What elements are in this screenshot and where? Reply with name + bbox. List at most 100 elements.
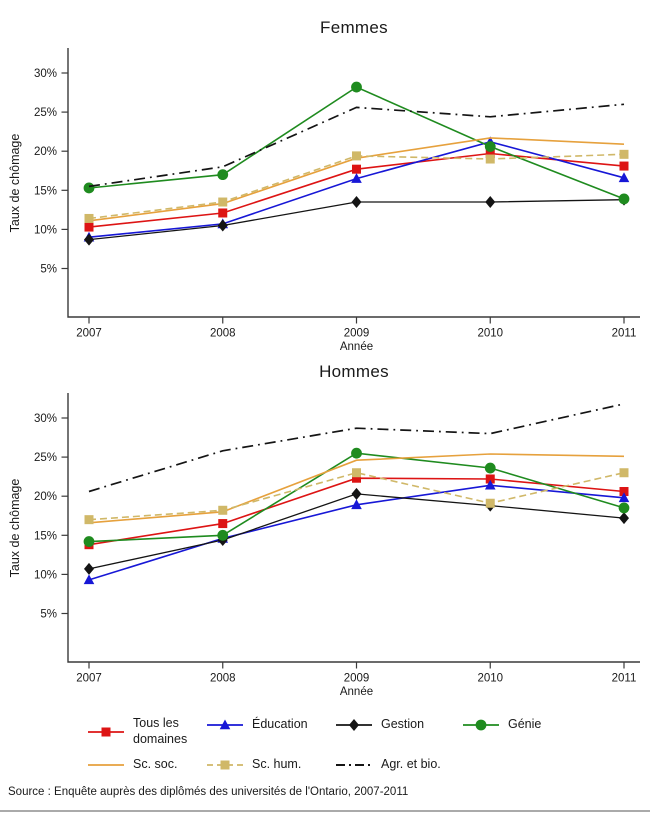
marker-genie <box>351 81 362 93</box>
marker-tous-les-domaines <box>218 208 228 218</box>
marker-sc-hum <box>84 213 94 223</box>
y-axis-title: Taux de chômage <box>8 134 22 233</box>
x-tick-label: 2008 <box>210 328 236 340</box>
marker-education <box>351 173 362 183</box>
y-tick-label: 25% <box>34 107 57 119</box>
series-sc-soc <box>88 453 625 524</box>
legend-label: Sc. soc. <box>133 757 178 772</box>
x-tick-label: 2009 <box>344 673 370 685</box>
marker-tous-les-domaines <box>218 519 228 529</box>
series-sc-hum <box>84 468 629 525</box>
y-tick-label: 20% <box>34 491 57 503</box>
x-tick-label: 2007 <box>76 673 102 685</box>
marker-tous-les-domaines <box>352 473 361 483</box>
legend-label: Génie <box>508 717 542 732</box>
marker-genie <box>351 447 362 459</box>
y-tick-label: 10% <box>34 224 57 236</box>
y-tick-label: 30% <box>34 413 57 425</box>
marker-tous-les-domaines <box>485 149 495 159</box>
series-genie <box>83 81 630 205</box>
legend-label: Sc. hum. <box>252 757 302 772</box>
legend-item-sc-hum: Sc. hum. <box>207 756 301 774</box>
x-tick-label: 2009 <box>344 328 370 340</box>
marker-tous-les-domaines <box>84 222 94 232</box>
marker-sc-hum <box>352 468 361 478</box>
marker-genie <box>618 193 630 205</box>
marker-gestion <box>351 487 362 500</box>
marker-genie <box>618 502 630 514</box>
legend-marker-sample <box>101 727 111 737</box>
axes <box>67 48 640 318</box>
y-tick-label: 20% <box>34 146 57 158</box>
hommes-line-chart: 5% 10% 15% 20% 25% 30% 2007 2008 2009 2010 2011 Ann… <box>8 393 640 698</box>
bottom-divider <box>0 810 650 812</box>
marker-gestion <box>485 196 496 209</box>
x-tick-label: 2010 <box>477 328 503 340</box>
legend-genie-icon <box>463 719 499 731</box>
legend-marker-sample <box>475 719 487 731</box>
marker-education <box>83 574 95 585</box>
marker-tous-les-domaines <box>485 474 495 484</box>
legend-item-agr-et-bio: Agr. et bio. <box>336 756 441 774</box>
marker-sc-hum <box>619 468 629 478</box>
series-agr-et-bio <box>88 103 625 188</box>
series-line-sc-hum <box>88 471 625 521</box>
marker-genie <box>217 529 229 541</box>
marker-gestion <box>217 219 228 232</box>
legend-gestion-icon <box>336 719 372 731</box>
legend-item-genie: Génie <box>463 716 541 734</box>
marker-sc-hum <box>619 149 629 159</box>
y-axis-title: Taux de chômage <box>8 479 22 578</box>
marker-tous-les-domaines <box>619 487 629 497</box>
marker-gestion <box>84 233 94 246</box>
axes <box>67 393 640 663</box>
legend-label: Gestion <box>381 717 425 732</box>
legend-sc-soc-icon <box>88 764 124 766</box>
chart-title-femmes: Femmes <box>320 18 388 37</box>
marker-genie <box>83 182 95 194</box>
legend-education-icon <box>207 719 243 730</box>
series-genie <box>83 447 630 547</box>
marker-tous-les-domaines <box>619 161 629 171</box>
legend-marker-sample <box>220 760 230 770</box>
x-axis-title: Année <box>340 341 373 353</box>
y-tick-label: 15% <box>34 530 57 542</box>
marker-genie <box>484 462 496 474</box>
marker-sc-hum <box>218 197 228 207</box>
legend-item-sc-soc: Sc. soc. <box>88 756 177 774</box>
x-axis-title: Année <box>340 686 373 698</box>
y-tick-label: 10% <box>34 569 57 581</box>
marker-sc-hum <box>485 498 495 508</box>
marker-gestion <box>351 196 362 209</box>
marker-education <box>618 172 630 183</box>
legend-label: Agr. et bio. <box>381 757 441 772</box>
series-sc-hum <box>84 149 629 223</box>
marker-sc-hum <box>218 505 228 515</box>
legend-marker-sample <box>349 719 359 731</box>
legend-tous-les-domaines-icon <box>88 727 124 737</box>
series-line-sc-soc <box>88 453 625 524</box>
legend-item-gestion: Gestion <box>336 716 424 734</box>
marker-education <box>484 479 496 490</box>
legend-label: Tous les domaines <box>133 716 188 746</box>
series-agr-et-bio <box>88 403 625 493</box>
series-line-tous-les-domaines <box>88 152 625 228</box>
legend-sc-hum-icon <box>207 760 243 770</box>
x-tick-label: 2007 <box>76 328 102 340</box>
legend-item-education: Éducation <box>207 716 308 734</box>
marker-education <box>351 499 362 510</box>
series-line-agr-et-bio <box>88 103 625 188</box>
x-tick-label: 2011 <box>612 328 637 340</box>
series-line-sc-hum <box>88 153 625 220</box>
y-tick-label: 15% <box>34 185 57 197</box>
legend-agr-et-bio-icon <box>336 764 372 766</box>
legend-marker-sample <box>219 719 231 730</box>
x-tick-label: 2008 <box>210 673 236 685</box>
marker-genie <box>484 141 496 152</box>
chart-title-hommes: Hommes <box>319 362 389 381</box>
marker-sc-hum <box>352 151 361 161</box>
femmes-line-chart: 5% 10% 15% 20% 25% 30% 2007 2008 2009 2010 2011 Ann… <box>8 48 640 353</box>
marker-education <box>618 492 630 503</box>
x-tick-label: 2010 <box>477 673 503 685</box>
